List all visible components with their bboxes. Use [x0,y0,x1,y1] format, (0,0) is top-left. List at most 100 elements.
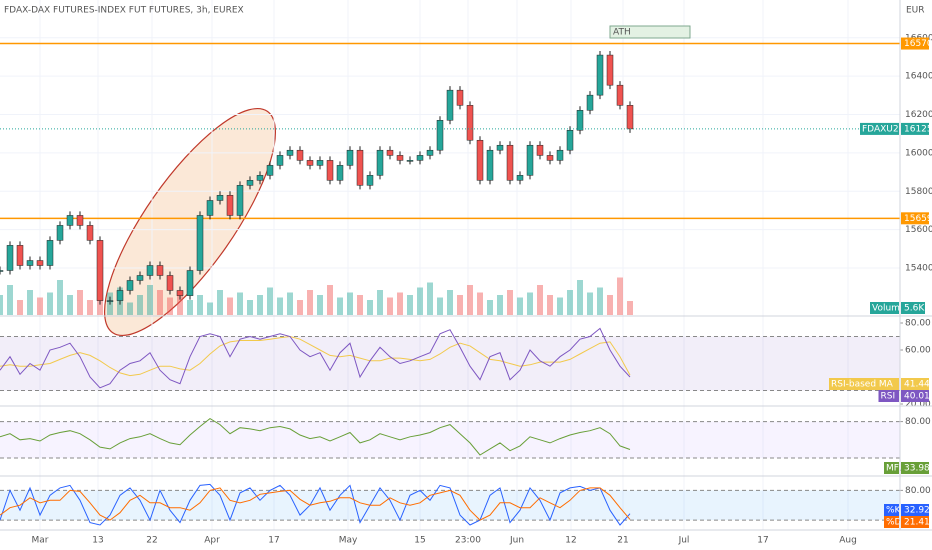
candle [346,149,354,166]
candle [126,280,134,291]
candle [476,139,484,181]
band [0,336,900,391]
candle [116,290,124,301]
candle [196,215,204,271]
indicator-value: 41.44 [904,380,930,390]
volume-bar [577,280,583,315]
candle [86,225,94,241]
indicator-value-tag [901,378,929,390]
candle [0,270,4,272]
indicator-line [0,335,631,377]
indicator-name: RSI [881,392,896,402]
candle [446,89,454,121]
volume-bar [227,297,233,315]
series-name: FDAXU2023 [862,124,916,134]
x-tick-label: Jun [509,536,524,546]
candle [406,160,414,162]
y-tick-label: 20.00 [905,400,931,410]
candle [66,215,74,226]
y-tick-label: 15800 [905,187,932,197]
indicator-line [0,327,631,389]
volume-bar [177,292,183,315]
volume-bar [257,295,263,315]
indicator-name-tag [884,516,899,528]
volume-bar [407,295,413,315]
candle [136,275,144,281]
volume-bar [487,300,493,315]
volume-tag-label: 5.6K [904,304,925,314]
volume-bar [357,295,363,315]
volume-bar [37,297,43,315]
volume-bar [377,290,383,315]
volume-bar [297,300,303,315]
candle [566,130,574,151]
candle [96,240,104,301]
indicator-value: 21.41 [904,518,930,528]
x-tick-label: 22 [146,536,157,546]
candle [26,260,34,266]
candle [206,200,214,216]
candle [456,89,464,106]
volume-bar [27,290,33,315]
candle [466,105,474,141]
candle [36,260,44,266]
volume-bar [397,292,403,315]
candle [486,149,494,181]
volume-bar [197,295,203,315]
series-name-tag [860,122,899,135]
indicator-value-tag [901,504,929,516]
volume-bar [427,282,433,315]
indicator-name: RSI-based MA [831,380,894,390]
x-tick-label: Apr [204,536,220,546]
level-tag-label: 15659 [904,214,932,224]
volume-bar [87,300,93,315]
candle [516,175,524,181]
candle [366,175,374,186]
candle [576,110,584,131]
candle [426,149,434,156]
volume-bar [517,297,523,315]
candle [256,175,264,181]
candle [386,149,394,156]
candle [556,149,564,161]
volume-bar [147,285,153,315]
volume-bar [477,292,483,315]
volume-bar [497,295,503,315]
volume-bar [77,290,83,315]
x-tick-label: 17 [757,536,768,546]
candle [106,300,114,302]
volume-bar [207,302,213,315]
candle [526,144,534,176]
candle [226,195,234,216]
volume-bar [287,292,293,315]
volume-bar [307,290,313,315]
candle [186,270,194,296]
volume-bar [277,297,283,315]
candle [6,245,14,271]
indicator-value-tag [901,516,929,528]
x-tick-label: 17 [268,536,279,546]
volume-bar [327,285,333,315]
volume-bar [547,295,553,315]
volume-bar [337,297,343,315]
y-tick-label: 15600 [905,225,932,235]
indicator-name: %K [886,506,902,516]
volume-bar [367,300,373,315]
candle [586,94,594,111]
volume-bar [627,301,633,315]
volume-bar [537,285,543,315]
volume-bar [417,287,423,315]
volume-bar [527,292,533,315]
indicator-name-tag [829,378,899,390]
level-tag [901,212,929,225]
candle [166,275,174,291]
candle [176,290,184,296]
volume-name-tag [870,302,899,314]
candle [56,225,64,241]
volume-bar [157,290,163,315]
x-tick-label: 15 [414,536,425,546]
volume-bar [567,290,573,315]
candle [246,180,254,186]
volume-bar [167,297,173,315]
